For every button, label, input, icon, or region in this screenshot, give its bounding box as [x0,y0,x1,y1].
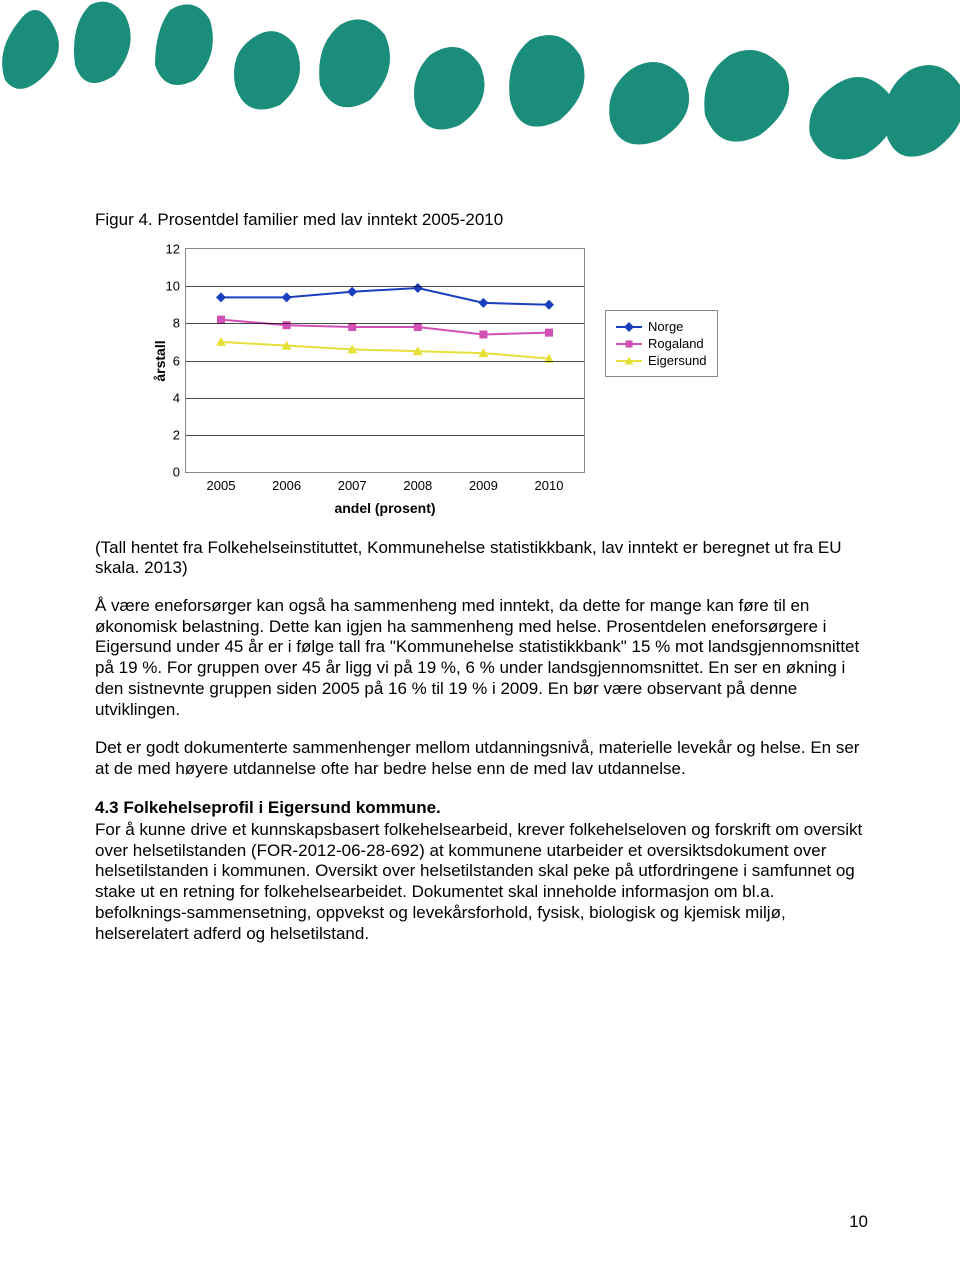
xtick-label: 2008 [403,478,432,493]
xtick-label: 2005 [207,478,236,493]
legend-label: Eigersund [648,353,707,368]
grid-line [186,361,584,362]
xtick-label: 2006 [272,478,301,493]
grid-line [186,398,584,399]
ytick-label: 10 [166,279,180,294]
ytick-label: 12 [166,242,180,257]
paragraph-1: Å være eneforsørger kan også ha sammenhe… [95,596,865,720]
paragraph-3: For å kunne drive et kunnskapsbasert fol… [95,820,865,944]
ytick-label: 6 [173,353,180,368]
legend-item: Rogaland [616,336,707,351]
figure-title: Figur 4. Prosentdel familier med lav inn… [95,210,865,230]
legend-label: Rogaland [648,336,704,351]
ytick-label: 0 [173,465,180,480]
chart-xlabel: andel (prosent) [334,500,435,516]
legend-label: Norge [648,319,683,334]
xtick-label: 2007 [338,478,367,493]
grid-line [186,435,584,436]
ytick-label: 2 [173,427,180,442]
page-number: 10 [849,1212,868,1232]
chart-plot-area: årstall andel (prosent) 0246810122005200… [185,248,585,473]
legend-item: Norge [616,319,707,334]
ytick-label: 4 [173,390,180,405]
header-decorative-image [0,0,960,190]
grid-line [186,286,584,287]
paragraph-2: Det er godt dokumenterte sammenhenger me… [95,738,865,779]
xtick-label: 2009 [469,478,498,493]
chart-source-text: (Tall hentet fra Folkehelseinstituttet, … [95,538,865,578]
line-chart: årstall andel (prosent) 0 2 4 6 8 10 12 2005 200… [145,240,865,520]
chart-ylabel: årstall [152,340,168,381]
subheading-4-3: 4.3 Folkehelseprofil i Eigersund kommune… [95,798,865,818]
grid-line [186,323,584,324]
xtick-label: 2010 [535,478,564,493]
ytick-label: 8 [173,316,180,331]
chart-legend: Norge Rogaland Eigersund [605,310,718,377]
legend-item: Eigersund [616,353,707,368]
